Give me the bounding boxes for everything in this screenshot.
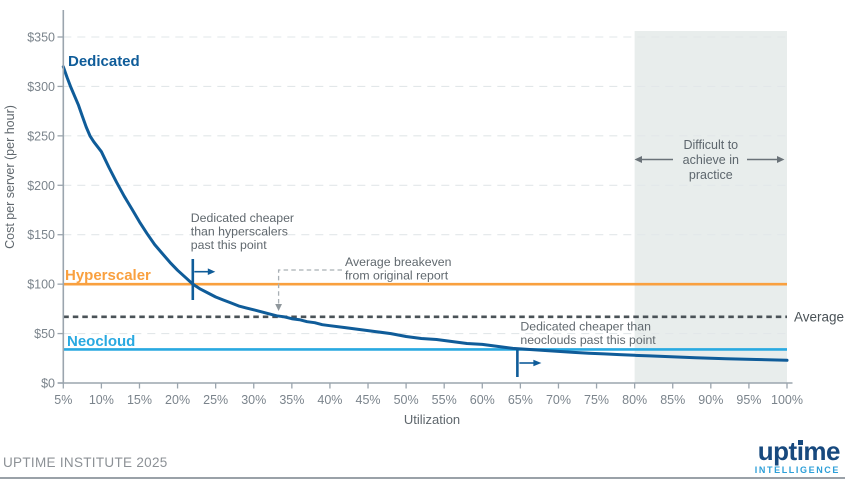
band-arrow-left-head	[634, 156, 642, 163]
series-label-hyperscaler: Hyperscaler	[65, 267, 151, 284]
x-tick-label: 90%	[698, 393, 723, 407]
x-axis-title: Utilization	[404, 412, 460, 427]
band-label: achieve in	[683, 153, 739, 167]
neocloud-breakeven-arrow-head	[533, 359, 542, 367]
average-breakeven-arrow-head	[275, 304, 283, 311]
series-label-neocloud: Neocloud	[67, 333, 135, 350]
x-tick-label: 75%	[584, 393, 609, 407]
x-tick-label: 85%	[660, 393, 685, 407]
y-tick-label: $100	[27, 278, 55, 292]
average-breakeven-text: from original report	[345, 269, 449, 283]
average-label: Average	[794, 309, 844, 324]
y-axis-title: Cost per server (per hour)	[3, 105, 17, 249]
hyperscaler-breakeven-arrow-head	[207, 268, 216, 275]
x-tick-label: 45%	[356, 393, 381, 407]
logo-subtitle: INTELLIGENCE	[754, 465, 840, 475]
x-tick-label: 15%	[127, 393, 152, 407]
average-breakeven-connector	[277, 269, 342, 304]
neocloud-breakeven-text: Dedicated cheaper than	[520, 320, 651, 334]
series-label-dedicated: Dedicated	[68, 53, 140, 70]
y-tick-label: $50	[34, 327, 55, 341]
logo-word: uptı me	[757, 436, 841, 466]
hyperscaler-breakeven-text: Dedicated cheaper	[191, 211, 294, 225]
x-tick-label: 20%	[165, 393, 190, 407]
x-tick-label: 50%	[394, 393, 419, 407]
y-tick-label: $250	[27, 129, 55, 143]
hyperscaler-breakeven-text: than hyperscalers	[191, 225, 288, 239]
band-arrow-right-head	[777, 156, 785, 163]
band-label: practice	[689, 168, 733, 182]
bottom-rule	[0, 477, 845, 479]
x-tick-label: 65%	[508, 393, 533, 407]
x-tick-label: 60%	[470, 393, 495, 407]
band-region	[634, 31, 787, 383]
x-tick-label: 70%	[546, 393, 571, 407]
y-tick-label: $150	[27, 228, 55, 242]
x-tick-label: 100%	[771, 393, 803, 407]
y-tick-label: $300	[27, 80, 55, 94]
hyperscaler-breakeven-text: past this point	[191, 238, 267, 252]
x-tick-label: 55%	[432, 393, 457, 407]
neocloud-breakeven-text: neoclouds past this point	[520, 333, 656, 347]
x-tick-label: 10%	[89, 393, 114, 407]
dedicated-curve	[61, 65, 789, 362]
y-tick-label: $350	[27, 31, 55, 45]
x-tick-label: 35%	[279, 393, 304, 407]
footer-credit: UPTIME INSTITUTE 2025	[3, 455, 168, 470]
x-tick-label: 80%	[622, 393, 647, 407]
uptime-intelligence-logo: uptı me INTELLIGENCE	[754, 436, 841, 475]
x-tick-label: 40%	[317, 393, 342, 407]
x-tick-label: 5%	[54, 393, 72, 407]
band-label: Difficult to	[683, 138, 738, 152]
x-tick-label: 25%	[203, 393, 228, 407]
x-tick-label: 30%	[241, 393, 266, 407]
x-tick-label: 95%	[736, 393, 761, 407]
average-breakeven-text: Average breakeven	[345, 255, 452, 269]
y-tick-label: $0	[41, 377, 55, 391]
y-tick-label: $200	[27, 179, 55, 193]
